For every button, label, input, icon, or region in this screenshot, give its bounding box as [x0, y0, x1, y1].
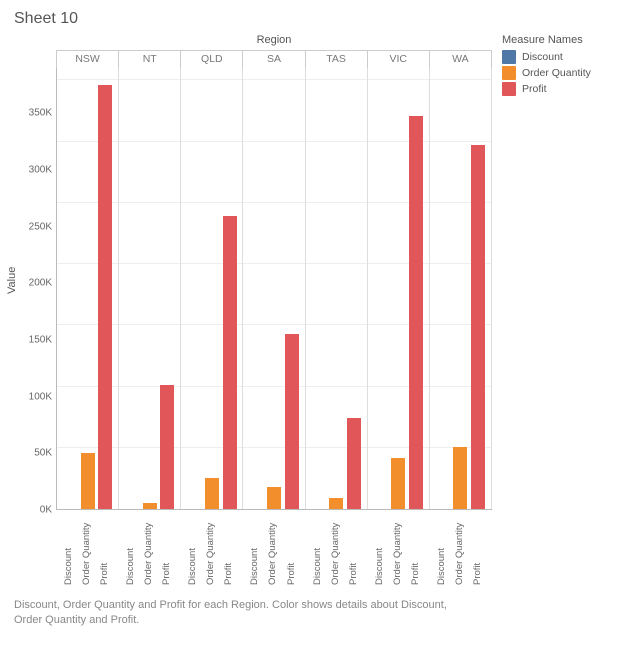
measure-label: Profit	[472, 509, 486, 589]
y-axis: 0K 50K 100K 150K 200K 250K 300K 350K	[12, 34, 56, 594]
measure-label: Discount	[312, 509, 326, 589]
y-tick-label: 50K	[34, 448, 52, 459]
bar[interactable]	[81, 453, 95, 509]
legend-item[interactable]: Order Quantity	[502, 66, 612, 80]
bar[interactable]	[285, 334, 299, 509]
bar[interactable]	[205, 478, 219, 509]
measure-label: Profit	[223, 509, 237, 589]
bar[interactable]	[143, 503, 157, 509]
legend-swatch	[502, 66, 516, 80]
measure-label: Profit	[161, 509, 175, 589]
facet	[243, 68, 305, 509]
measure-label: Profit	[348, 509, 362, 589]
region-header: TAS	[306, 50, 368, 68]
y-tick-label: 350K	[29, 108, 52, 119]
measure-label: Order Quantity	[454, 509, 468, 589]
column-header: Region	[56, 34, 492, 50]
measure-label: Discount	[436, 509, 450, 589]
x-facet: Discount Order Quantity Profit	[119, 509, 181, 589]
measure-label: Discount	[187, 509, 201, 589]
measure-label: Order Quantity	[267, 509, 281, 589]
plot-area: DiscountOrder QuantityProfitDiscountOrde…	[56, 68, 492, 510]
measure-label: Profit	[410, 509, 424, 589]
x-facet: Discount Order Quantity Profit	[57, 509, 119, 589]
bar[interactable]	[347, 418, 361, 509]
legend-swatch	[502, 82, 516, 96]
y-tick-label: 100K	[29, 391, 52, 402]
x-facet: Discount Order Quantity Profit	[368, 509, 430, 589]
x-facet: Discount Order Quantity Profit	[243, 509, 305, 589]
facet	[57, 68, 119, 509]
facets-header-row: NSWNTQLDSATASVICWA	[56, 50, 492, 68]
x-facet: Discount Order Quantity Profit	[306, 509, 368, 589]
sheet-title: Sheet 10	[14, 10, 612, 28]
legend-item[interactable]: Profit	[502, 82, 612, 96]
bar[interactable]	[409, 116, 423, 509]
bar[interactable]	[329, 498, 343, 509]
legend-swatch	[502, 50, 516, 64]
y-tick-label: 250K	[29, 221, 52, 232]
y-tick-label: 0K	[40, 505, 52, 516]
facet	[368, 68, 430, 509]
legend: Measure Names Discount Order Quantity Prof…	[492, 34, 612, 594]
bar[interactable]	[160, 385, 174, 509]
facet	[181, 68, 243, 509]
region-header: NSW	[56, 50, 119, 68]
y-tick-label: 150K	[29, 335, 52, 346]
y-tick-label: 300K	[29, 165, 52, 176]
legend-item[interactable]: Discount	[502, 50, 612, 64]
legend-label: Discount	[522, 51, 563, 63]
legend-label: Profit	[522, 83, 547, 95]
x-facet: Discount Order Quantity Profit	[181, 509, 243, 589]
x-labels-row: Discount Order Quantity Profit Discount Orde…	[57, 509, 492, 589]
legend-items: Discount Order Quantity Profit	[502, 50, 612, 96]
bar[interactable]	[223, 216, 237, 509]
legend-label: Order Quantity	[522, 67, 591, 79]
legend-title: Measure Names	[502, 34, 612, 46]
y-tick-label: 200K	[29, 278, 52, 289]
region-header: NT	[119, 50, 181, 68]
facet	[430, 68, 492, 509]
measure-label: Discount	[63, 509, 77, 589]
bar[interactable]	[391, 458, 405, 509]
measure-label: Order Quantity	[143, 509, 157, 589]
facet	[119, 68, 181, 509]
measure-label: Profit	[99, 509, 113, 589]
plot-column: Region NSWNTQLDSATASVICWA Discount Order …	[56, 34, 492, 594]
chart-container: Value 0K50K100K150K200K250K300K350K Regi…	[12, 34, 612, 594]
bar[interactable]	[471, 145, 485, 509]
measure-label: Order Quantity	[330, 509, 344, 589]
facet	[306, 68, 368, 509]
x-facet: Discount Order Quantity Profit	[430, 509, 492, 589]
measure-label: Discount	[249, 509, 263, 589]
measure-label: Order Quantity	[392, 509, 406, 589]
region-header: SA	[243, 50, 305, 68]
bar[interactable]	[267, 487, 281, 509]
region-header: VIC	[368, 50, 430, 68]
bar[interactable]	[98, 85, 112, 509]
region-header: WA	[430, 50, 492, 68]
page: Sheet 10 Value 0K50K100K150K200K250K300K…	[0, 0, 624, 646]
measure-label: Discount	[374, 509, 388, 589]
bar[interactable]	[453, 447, 467, 509]
measure-label: Profit	[286, 509, 300, 589]
y-ticks: 0K50K100K150K200K250K300K350K	[12, 102, 56, 510]
region-header: QLD	[181, 50, 243, 68]
measure-label: Order Quantity	[81, 509, 95, 589]
chart-caption: Discount, Order Quantity and Profit for …	[12, 598, 452, 628]
measure-label: Discount	[125, 509, 139, 589]
measure-label: Order Quantity	[205, 509, 219, 589]
